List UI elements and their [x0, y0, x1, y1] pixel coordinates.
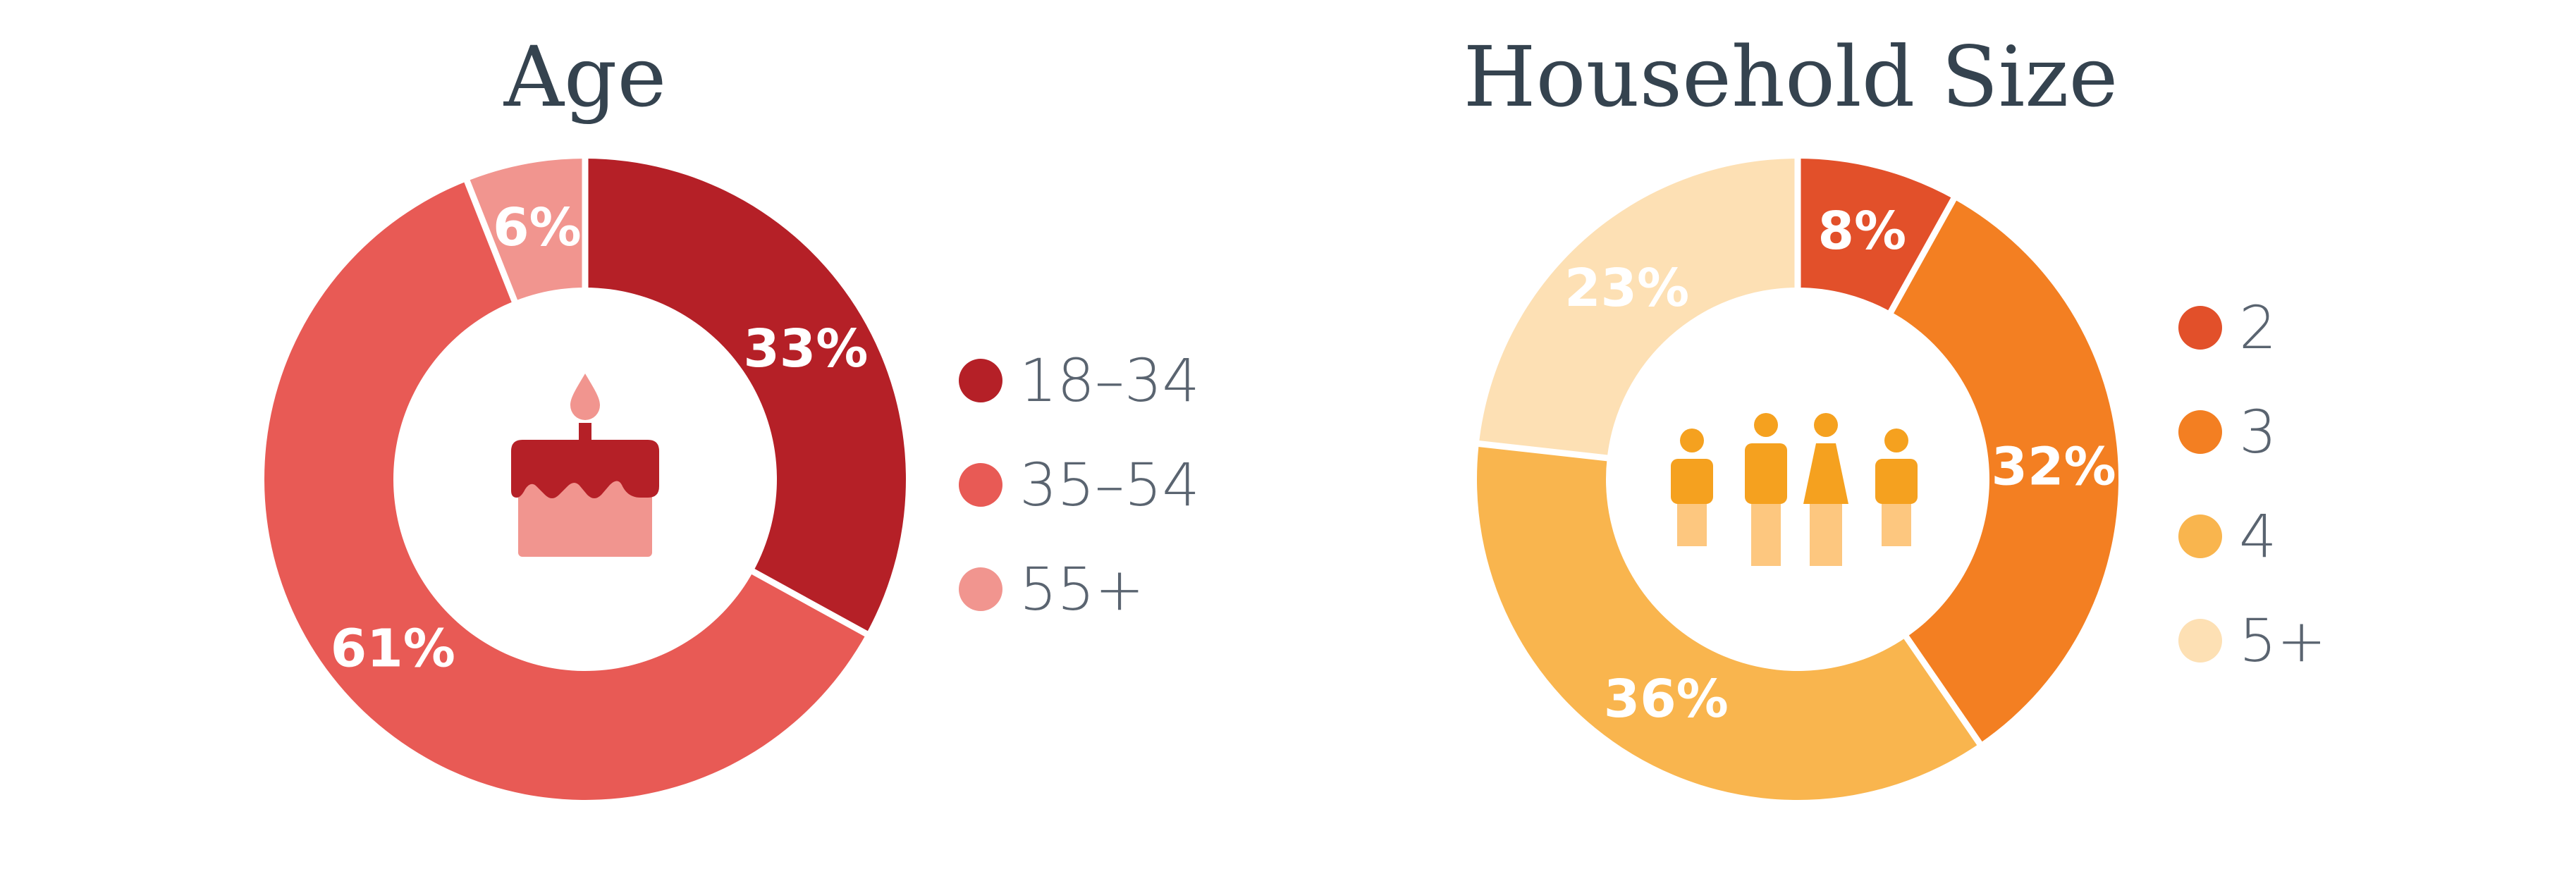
legend-item-4: 4	[2178, 502, 2276, 571]
slice-2	[1798, 159, 1954, 312]
legend-item-35-54: 35–54	[959, 450, 1200, 519]
slice-3	[1891, 199, 2118, 744]
chart-title-age: Age	[503, 28, 667, 125]
legend-swatch	[959, 567, 1002, 611]
slice-label-3: 32%	[1992, 437, 2116, 498]
slice-35-54	[264, 180, 866, 801]
donut-chart-age: 33% 61% 6%	[264, 156, 906, 801]
separator-line	[1887, 195, 1958, 316]
legend-label: 3	[2239, 398, 2277, 467]
legend-swatch	[2178, 619, 2222, 663]
legend-label: 18–34	[1019, 346, 1200, 415]
slice-label-35-54: 61%	[331, 618, 455, 679]
slice-4	[1477, 443, 1980, 800]
slice-label-2: 8%	[1817, 201, 1906, 261]
birthday-cake-icon	[511, 374, 659, 557]
slice-label-18-34: 33%	[743, 319, 868, 379]
family-icon	[1671, 413, 1918, 566]
legend-swatch	[2178, 515, 2222, 558]
legend-label: 35–54	[1019, 450, 1200, 519]
separator-line	[749, 567, 871, 639]
legend-item-18-34: 18–34	[959, 346, 1200, 415]
legend-label: 5+	[2239, 606, 2326, 675]
chart-title-household-size: Household Size	[1463, 28, 2118, 125]
slices	[264, 159, 906, 801]
legend-swatch	[959, 463, 1002, 507]
legend-item-5: 5+	[2178, 606, 2326, 675]
slice-55	[467, 159, 585, 302]
legend-swatch	[959, 359, 1002, 402]
legend-label: 2	[2239, 293, 2277, 362]
donut-chart-household-size: 8% 32% 36% 23%	[1476, 156, 2118, 800]
slice-18-34	[585, 159, 906, 634]
slice-separators	[1476, 156, 1984, 748]
legend-swatch	[2178, 306, 2222, 350]
legend-item-55: 55+	[959, 555, 1144, 624]
slice-5	[1478, 159, 1798, 458]
slice-labels: 33% 61% 6%	[331, 197, 869, 679]
slices	[1477, 159, 2118, 800]
separator-line	[1902, 633, 1984, 748]
separator-line	[462, 177, 519, 305]
slice-label-4: 36%	[1604, 669, 1729, 729]
legend-item-2: 2	[2178, 293, 2276, 362]
legend-item-3: 3	[2178, 398, 2276, 467]
slice-separators	[462, 156, 871, 639]
slice-labels: 8% 32% 36% 23%	[1564, 201, 2116, 729]
slice-label-5: 23%	[1564, 258, 1689, 319]
separator-line	[1476, 440, 1611, 462]
legend-swatch	[2178, 410, 2222, 454]
slice-label-55: 6%	[493, 197, 582, 258]
legend-label: 4	[2239, 502, 2277, 571]
legend-label: 55+	[1019, 555, 1145, 624]
